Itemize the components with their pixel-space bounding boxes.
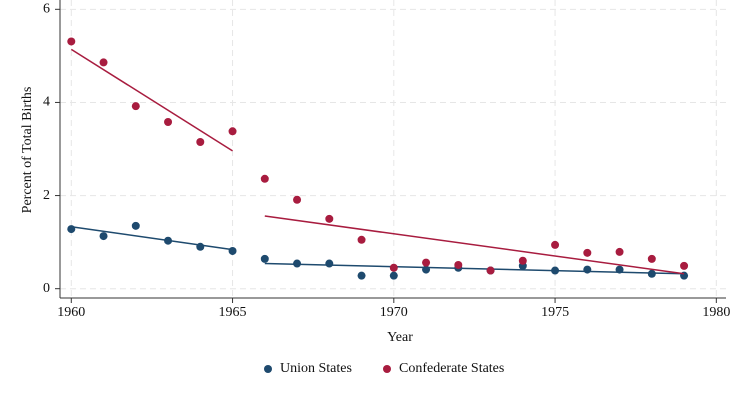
fit-line bbox=[264, 262, 685, 275]
y-axis-title: Percent of Total Births bbox=[20, 87, 35, 214]
point bbox=[164, 236, 173, 245]
point bbox=[228, 246, 237, 255]
point bbox=[293, 259, 302, 268]
y-tick-label: 0 bbox=[43, 281, 50, 296]
x-tick-label: 1975 bbox=[541, 305, 569, 320]
point bbox=[260, 174, 269, 183]
point bbox=[196, 138, 205, 147]
point bbox=[67, 37, 76, 46]
y-tick-label: 2 bbox=[43, 188, 50, 203]
point bbox=[99, 58, 108, 67]
point bbox=[325, 259, 334, 268]
point bbox=[131, 221, 140, 230]
point bbox=[647, 254, 656, 263]
point bbox=[583, 248, 592, 257]
point bbox=[583, 265, 592, 274]
point bbox=[357, 235, 366, 244]
point bbox=[422, 258, 431, 267]
y-tick-label: 6 bbox=[43, 2, 50, 17]
point bbox=[260, 254, 269, 263]
point bbox=[615, 265, 624, 274]
point bbox=[518, 256, 527, 265]
y-tick-label: 4 bbox=[43, 95, 50, 110]
point bbox=[680, 261, 689, 270]
x-axis-title: Year bbox=[387, 330, 413, 345]
x-tick-label: 1970 bbox=[380, 305, 408, 320]
point bbox=[647, 269, 656, 278]
point bbox=[164, 117, 173, 126]
fit-line bbox=[71, 226, 233, 251]
point bbox=[615, 247, 624, 256]
point bbox=[99, 232, 108, 241]
point bbox=[454, 260, 463, 269]
point bbox=[551, 240, 560, 249]
point bbox=[551, 266, 560, 275]
point bbox=[325, 214, 334, 223]
point bbox=[422, 265, 431, 274]
point bbox=[389, 271, 398, 280]
point bbox=[228, 127, 237, 136]
legend-marker bbox=[383, 365, 391, 373]
x-tick-label: 1960 bbox=[57, 305, 85, 320]
point bbox=[67, 225, 76, 234]
point bbox=[486, 266, 495, 275]
point bbox=[131, 102, 140, 111]
point bbox=[196, 242, 205, 251]
x-tick-label: 1980 bbox=[702, 305, 730, 320]
legend-marker bbox=[264, 365, 272, 373]
fit-line bbox=[70, 48, 233, 152]
point bbox=[293, 195, 302, 204]
legend-label: Union States bbox=[280, 361, 352, 376]
point bbox=[389, 263, 398, 272]
point bbox=[357, 271, 366, 280]
legend-label: Confederate States bbox=[399, 361, 504, 376]
x-tick-label: 1965 bbox=[219, 305, 247, 320]
fit-line bbox=[264, 215, 685, 275]
